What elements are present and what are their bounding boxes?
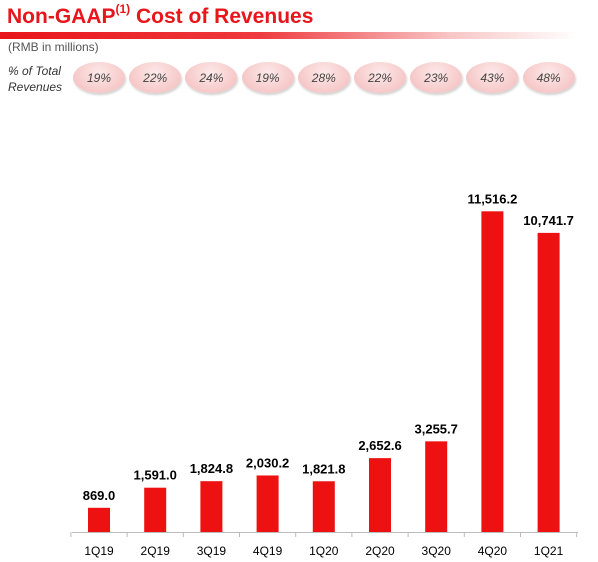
bar-value-label-1q20: 1,821.8 [302, 461, 345, 476]
pct-pill-3q20: 23% [410, 62, 463, 93]
page-title: Non-GAAP(1) Cost of Revenues [7, 2, 314, 29]
bar-2q20 [369, 458, 391, 532]
pct-of-revenue-row: 19% 22% 24% 19% 28% 22% 23% 43% 48% [0, 62, 598, 98]
pct-pill-1q19: 19% [73, 62, 125, 93]
pct-pill-2q19: 22% [129, 62, 182, 93]
bar-value-label-3q20: 3,255.7 [415, 421, 458, 436]
pct-pill-4q20: 43% [466, 62, 519, 93]
bar-value-label-1q19: 869.0 [83, 488, 116, 503]
bar-1q19 [88, 507, 110, 532]
bar-1q21 [537, 232, 560, 533]
x-tick-label-3q20: 3Q20 [422, 544, 452, 558]
x-tick-label-2q19: 2Q19 [141, 544, 171, 558]
title-main: Non-GAAP [7, 5, 116, 28]
x-tick-label-4q19: 4Q19 [253, 544, 283, 558]
x-tick-label-1q20: 1Q20 [309, 544, 339, 558]
bar-2q19 [144, 487, 167, 532]
pct-pill-4q19: 19% [241, 62, 294, 93]
bar-4q19 [256, 475, 279, 532]
title-underline-bar [0, 32, 578, 39]
bar-1q20 [312, 481, 335, 532]
x-tick-label-3q19: 3Q19 [197, 544, 227, 558]
bar-4q20 [481, 211, 504, 533]
pct-pill-2q20: 22% [354, 62, 406, 93]
bar-value-label-4q20: 11,516.2 [467, 191, 517, 206]
units-subtitle: (RMB in millions) [8, 40, 99, 54]
x-tick-label-1q19: 1Q19 [84, 544, 114, 558]
x-tick-label-2q20: 2Q20 [365, 544, 395, 558]
x-tick-label-1q21: 1Q21 [534, 544, 564, 558]
pct-pill-3q19: 24% [185, 62, 238, 93]
bar-3q20 [425, 441, 448, 532]
bar-value-label-3q19: 1,824.8 [190, 461, 233, 476]
bar-value-label-1q21: 10,741.7 [523, 213, 574, 228]
pct-pill-1q20: 28% [297, 62, 350, 93]
pct-row-label: % of Total Revenues [8, 64, 63, 94]
title-footnote-marker: (1) [115, 2, 131, 16]
title-rest: Cost of Revenues [130, 5, 314, 28]
bar-value-label-2q20: 2,652.6 [358, 438, 401, 453]
bar-value-label-2q19: 1,591.0 [134, 468, 177, 483]
bar-3q19 [200, 481, 223, 532]
bar-value-label-4q19: 2,030.2 [246, 455, 289, 470]
x-tick-label-4q20: 4Q20 [478, 544, 508, 558]
pct-pill-1q21: 48% [522, 62, 575, 93]
